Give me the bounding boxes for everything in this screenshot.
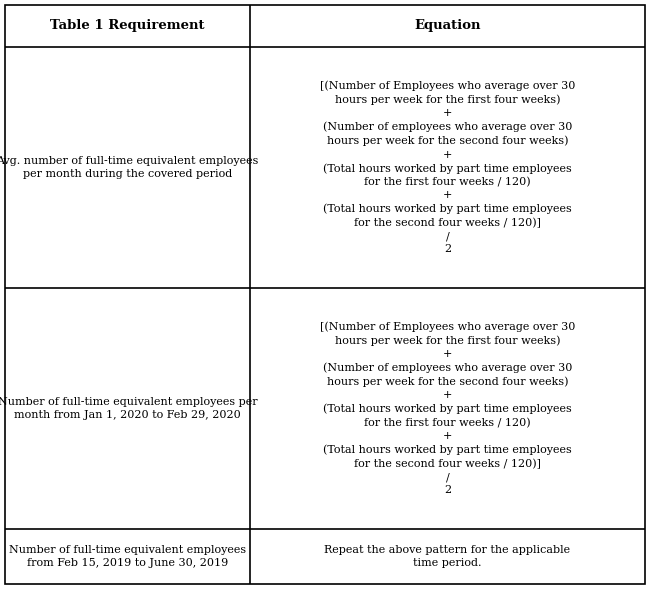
Text: [(Number of Employees who average over 30
hours per week for the first four week: [(Number of Employees who average over 3…: [320, 81, 575, 254]
Text: Number of full-time equivalent employees per
month from Jan 1, 2020 to Feb 29, 2: Number of full-time equivalent employees…: [0, 397, 257, 420]
Text: Repeat the above pattern for the applicable
time period.: Repeat the above pattern for the applica…: [324, 545, 571, 568]
Text: Equation: Equation: [414, 19, 481, 32]
Text: Avg. number of full-time equivalent employees
per month during the covered perio: Avg. number of full-time equivalent empl…: [0, 156, 259, 179]
Text: [(Number of Employees who average over 30
hours per week for the first four week: [(Number of Employees who average over 3…: [320, 322, 575, 495]
Text: Table 1 Requirement: Table 1 Requirement: [51, 19, 205, 32]
Text: Number of full-time equivalent employees
from Feb 15, 2019 to June 30, 2019: Number of full-time equivalent employees…: [9, 545, 246, 568]
